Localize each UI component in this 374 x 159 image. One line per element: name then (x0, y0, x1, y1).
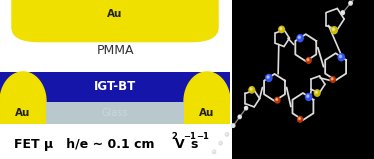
Circle shape (338, 54, 344, 61)
Circle shape (226, 133, 227, 135)
Circle shape (332, 28, 334, 31)
Bar (0, 102, 46, 124)
Circle shape (298, 116, 303, 122)
Text: V: V (175, 138, 184, 151)
Circle shape (219, 141, 222, 145)
Circle shape (307, 95, 309, 97)
Circle shape (212, 150, 216, 154)
FancyBboxPatch shape (11, 0, 219, 42)
Bar (0, 102, 230, 124)
Circle shape (266, 74, 272, 81)
Text: Au: Au (199, 108, 215, 118)
Circle shape (331, 78, 333, 80)
Text: Glass: Glass (102, 108, 128, 118)
Bar (0, 30, 230, 72)
Circle shape (232, 124, 233, 126)
Circle shape (280, 28, 282, 30)
Circle shape (297, 35, 303, 42)
Circle shape (350, 2, 351, 3)
Text: −1: −1 (196, 132, 209, 141)
Text: Au: Au (107, 9, 123, 19)
Circle shape (331, 27, 337, 34)
Circle shape (239, 116, 240, 117)
Text: PMMA: PMMA (96, 44, 134, 57)
Polygon shape (0, 72, 46, 102)
Circle shape (307, 59, 309, 61)
Text: s: s (190, 138, 198, 151)
Circle shape (298, 118, 300, 120)
Circle shape (349, 1, 352, 5)
Circle shape (340, 55, 341, 58)
Circle shape (245, 107, 246, 108)
Circle shape (267, 76, 269, 78)
Bar (0, 72, 230, 102)
Circle shape (213, 151, 214, 152)
Circle shape (330, 77, 335, 82)
Circle shape (250, 88, 252, 90)
Circle shape (238, 115, 241, 119)
Text: −1: −1 (183, 132, 196, 141)
Text: IGT-BT: IGT-BT (94, 80, 136, 93)
Circle shape (249, 87, 255, 93)
Circle shape (341, 11, 344, 15)
Bar (184, 102, 230, 124)
Circle shape (276, 98, 278, 100)
Text: Au: Au (15, 108, 31, 118)
Circle shape (279, 26, 285, 33)
Circle shape (232, 124, 235, 127)
Circle shape (342, 12, 343, 13)
Circle shape (315, 91, 318, 93)
Circle shape (314, 90, 320, 96)
Circle shape (245, 106, 248, 110)
Text: 2: 2 (171, 132, 177, 141)
Circle shape (220, 142, 221, 143)
Polygon shape (184, 72, 230, 102)
Circle shape (226, 133, 229, 136)
Circle shape (306, 93, 312, 100)
Text: FET μ   h/e ∼ 0.1 cm: FET μ h/e ∼ 0.1 cm (14, 138, 154, 151)
Circle shape (298, 36, 300, 38)
Circle shape (306, 58, 311, 63)
Circle shape (275, 97, 280, 103)
